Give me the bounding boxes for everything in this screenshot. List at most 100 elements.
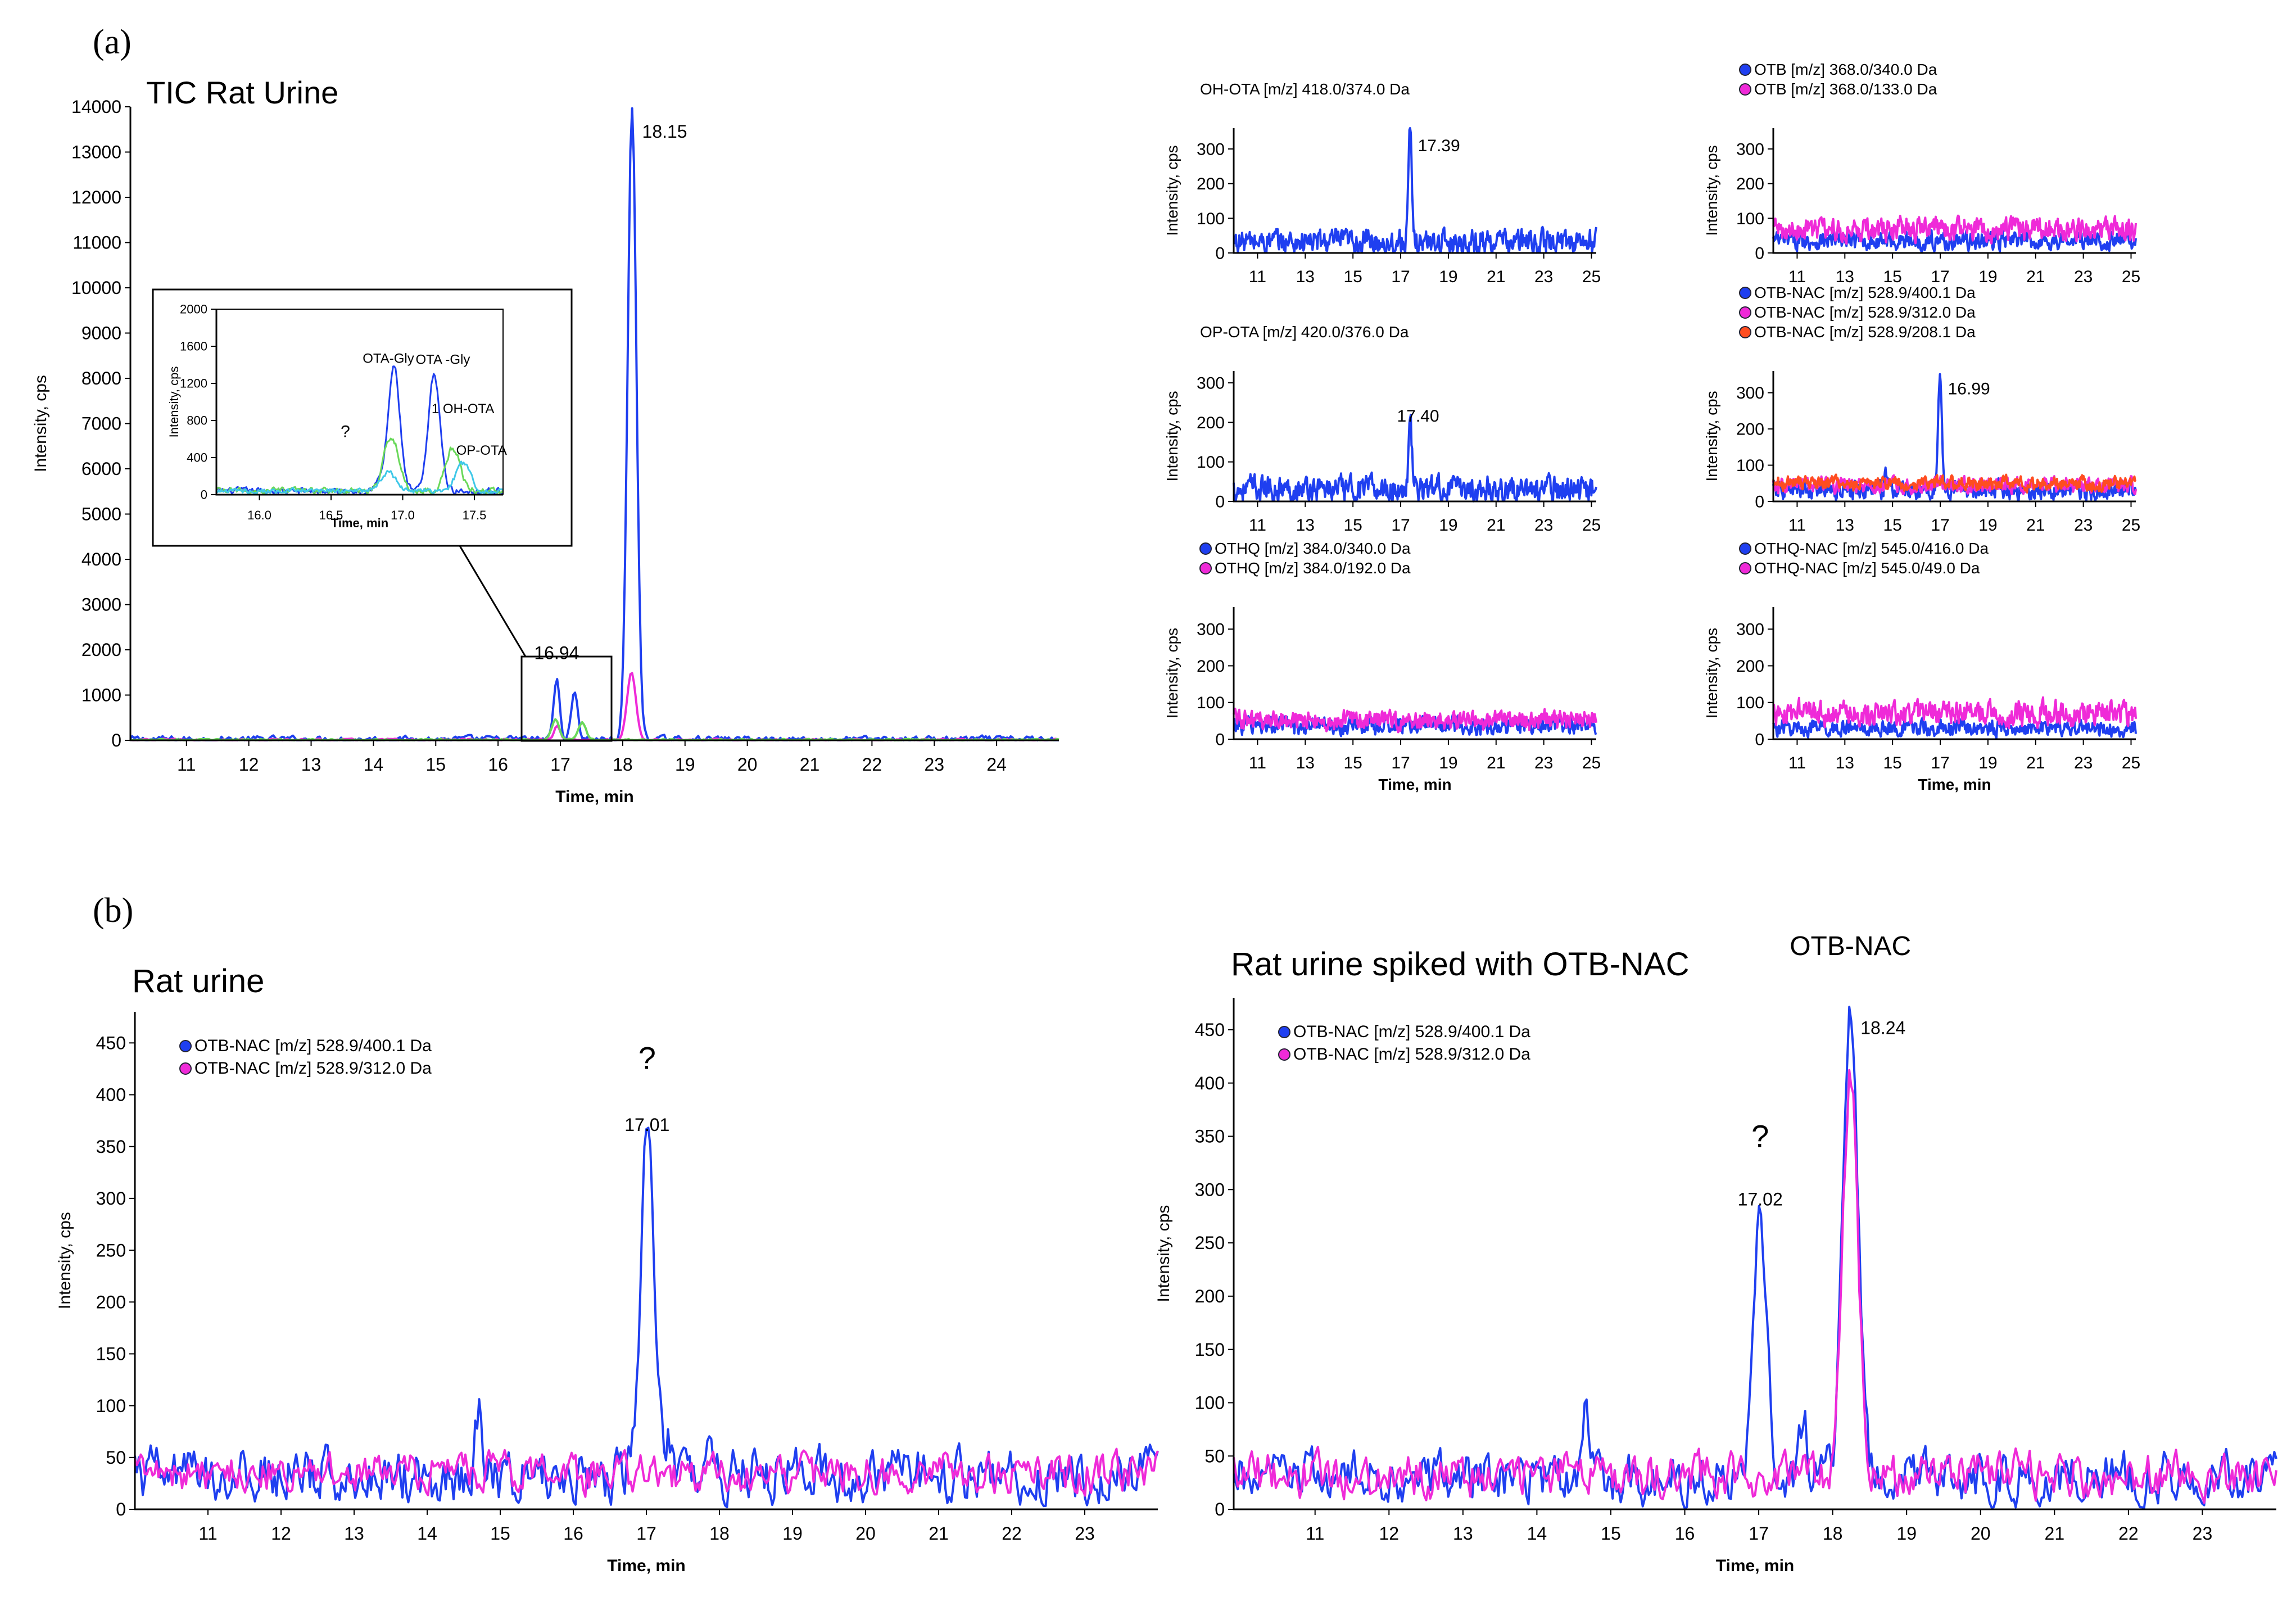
legend-entry: OTHQ [m/z] 384.0/340.0 Da [1215, 540, 1411, 557]
x-tick-label: 13 [344, 1523, 364, 1544]
y-tick-label: 0 [1215, 245, 1225, 263]
y-axis-label: Intensity, cps [56, 1212, 74, 1309]
x-tick-label: 25 [2122, 754, 2140, 772]
x-tick-label: 19 [1439, 754, 1457, 772]
x-tick-label: 13 [1296, 268, 1315, 286]
y-tick-label: 300 [1736, 384, 1764, 402]
legend-entry: OTB [m/z] 368.0/340.0 Da [1754, 61, 1937, 78]
y-tick-label: 0 [1215, 493, 1225, 512]
x-tick-label: 19 [1978, 268, 1997, 286]
y-tick-label: 50 [1204, 1446, 1225, 1466]
y-axis-label: Intensity, cps [31, 375, 50, 472]
y-tick-label: 100 [1197, 453, 1225, 472]
x-tick-label: 11 [1249, 516, 1266, 535]
x-tick-label: 13 [301, 754, 321, 775]
y-tick-label: 250 [96, 1240, 126, 1260]
series-tic-inset-2 [215, 460, 504, 495]
legend-marker [1739, 83, 1751, 96]
x-tick-label: 19 [1978, 516, 1997, 535]
x-tick-label: 25 [1582, 754, 1601, 772]
x-tick-label: 23 [2193, 1523, 2213, 1544]
y-tick-label: 450 [1195, 1020, 1225, 1040]
x-tick-label: 13 [1453, 1523, 1473, 1544]
y-tick-label: 100 [1197, 210, 1225, 228]
y-tick-label: 9000 [81, 323, 121, 343]
y-tick-label: 400 [187, 451, 207, 465]
axes-rat-urine [134, 1012, 1158, 1510]
chart-otb-nac-small: 11 13 15 17 19 21 23 25 0 100 200 300 Intensity, cps… [1703, 284, 2140, 535]
y-tick-label: 300 [1736, 141, 1764, 159]
x-tick-label: 15 [1601, 1523, 1621, 1544]
y-tick-label: 300 [1197, 621, 1225, 639]
x-tick-label: 21 [1487, 516, 1505, 535]
chart-title: Rat urine [132, 963, 264, 999]
chart-spiked: 11 12 13 14 15 16 17 18 19 20 21 22 23 0 50 100 150 200 25… [1154, 931, 2277, 1575]
series-otb-nac-small-2 [1772, 473, 2137, 494]
x-tick-label: 17 [1749, 1523, 1769, 1544]
series-othq-nac-1 [1772, 696, 2137, 730]
y-tick-label: 0 [1215, 731, 1225, 749]
peak-annotation: 1 OH-OTA [432, 401, 495, 417]
y-tick-label: 6000 [81, 459, 121, 479]
y-tick-label: 300 [1736, 621, 1764, 639]
y-tick-label: 1200 [180, 377, 207, 391]
x-tick-label: 19 [1439, 516, 1457, 535]
x-tick-label: 17 [550, 754, 570, 775]
y-tick-label: 100 [96, 1396, 126, 1416]
x-tick-label: 11 [1249, 268, 1266, 286]
legend-entry: OTB-NAC [m/z] 528.9/400.1 Da [194, 1037, 432, 1055]
chart-title: Rat urine spiked with OTB-NAC [1231, 946, 1689, 983]
y-tick-label: 0 [201, 488, 207, 502]
x-tick-label: 23 [924, 754, 944, 775]
peak-annotation: OTA -Gly [415, 352, 470, 367]
x-tick-label: 25 [1582, 268, 1601, 286]
x-tick-label: 19 [1896, 1523, 1917, 1544]
x-tick-label: 17 [1391, 754, 1410, 772]
x-tick-label: 23 [2074, 268, 2093, 286]
x-tick-label: 19 [1439, 268, 1457, 286]
zoom-connector [459, 545, 527, 657]
inset-box [152, 288, 573, 547]
y-tick-label: 0 [116, 1499, 126, 1519]
y-tick-label: 12000 [71, 187, 121, 207]
x-tick-label: 17 [636, 1523, 656, 1544]
y-tick-label: 0 [1215, 1499, 1225, 1519]
series-othq-1 [1233, 707, 1597, 734]
series-othq-nac-0 [1772, 716, 2137, 740]
series-rat-urine-0 [134, 1127, 1159, 1509]
series-tic-1 [130, 672, 1059, 741]
legend-marker [1199, 562, 1212, 574]
series-spiked-1 [1233, 1069, 2277, 1504]
y-tick-label: 150 [1195, 1340, 1225, 1360]
x-tick-label: 20 [855, 1523, 876, 1544]
x-tick-label: 25 [2122, 516, 2140, 535]
x-tick-label: 16 [563, 1523, 583, 1544]
x-tick-label: 21 [2026, 268, 2045, 286]
x-tick-label: 15 [1343, 516, 1362, 535]
y-tick-label: 300 [96, 1188, 126, 1209]
peak-label: 17.02 [1738, 1189, 1783, 1210]
x-tick-label: 11 [177, 754, 196, 775]
y-tick-label: 400 [96, 1085, 126, 1105]
x-tick-label: 21 [2045, 1523, 2065, 1544]
y-axis-label: Intensity, cps [167, 367, 181, 438]
x-axis-label: Time, min [607, 1557, 685, 1575]
y-tick-label: 2000 [180, 302, 207, 316]
x-tick-label: 17.0 [391, 508, 415, 522]
peak-label: 17.39 [1418, 137, 1460, 155]
y-axis-label: Intensity, cps [1163, 628, 1181, 718]
y-tick-label: 10000 [71, 278, 121, 298]
y-axis-label: Intensity, cps [1154, 1205, 1173, 1302]
x-tick-label: 16.0 [247, 508, 271, 522]
y-tick-label: 2000 [81, 640, 121, 660]
y-tick-label: 14000 [71, 97, 121, 117]
x-tick-label: 20 [1971, 1523, 1991, 1544]
x-axis-label: Time, min [555, 788, 633, 806]
x-tick-label: 13 [1836, 754, 1854, 772]
x-tick-label: 23 [2074, 516, 2093, 535]
x-tick-label: 12 [239, 754, 259, 775]
y-tick-label: 150 [96, 1344, 126, 1364]
y-tick-label: 1600 [180, 340, 207, 354]
x-tick-label: 19 [782, 1523, 803, 1544]
